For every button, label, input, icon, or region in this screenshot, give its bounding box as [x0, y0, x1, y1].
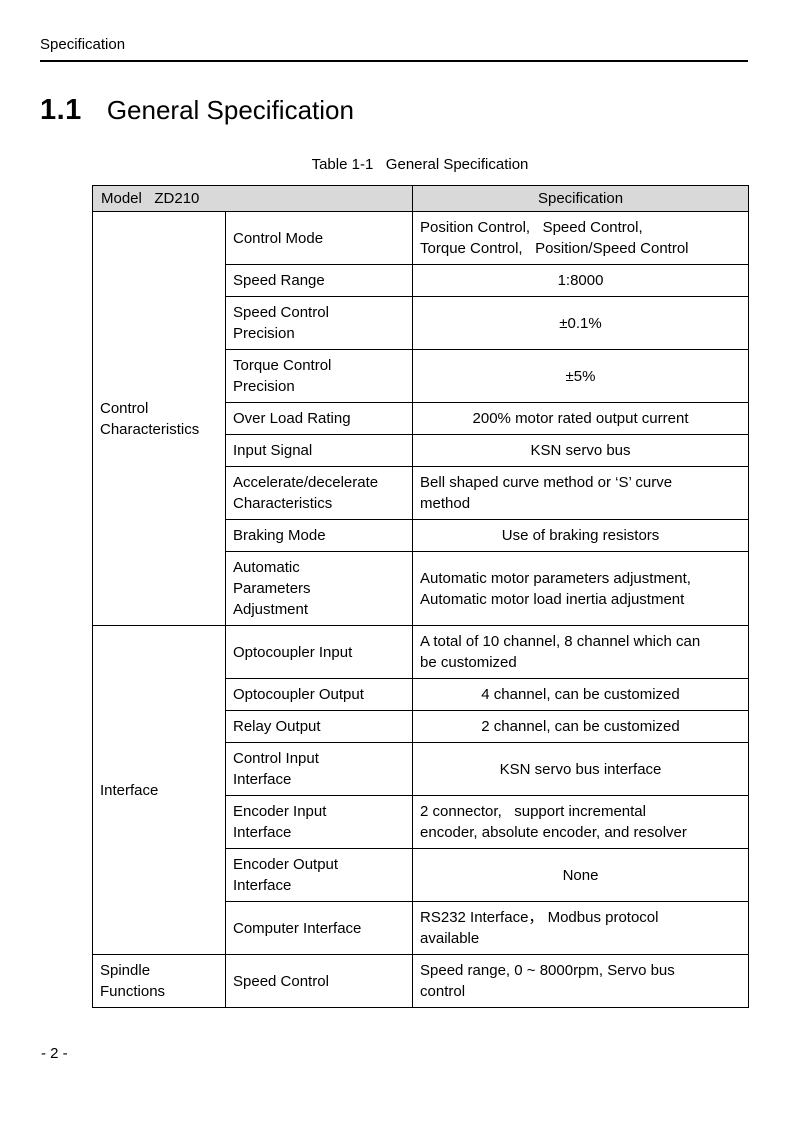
table-row: Optocoupler Output 4 channel, can be cust… [93, 678, 750, 711]
item-cell: Input Signal [224, 434, 414, 467]
value-cell: KSN servo bus interface [412, 742, 750, 796]
value-cell: 2 connector, support incremental encoder… [412, 795, 750, 849]
table-row: Speed Control Precision ±0.1% [93, 296, 750, 350]
table-row: Control Input Interface KSN servo bus int… [93, 742, 750, 796]
item-cell: Computer Interface [224, 901, 414, 955]
group-label-cell: Interface [92, 625, 226, 955]
value-cell: RS232 Interface， Modbus protocol availab… [412, 901, 750, 955]
item-cell: Torque Control Precision [224, 349, 414, 403]
running-header: Specification [40, 36, 748, 62]
item-cell: Braking Mode [224, 519, 414, 552]
item-cell: Encoder Input Interface [224, 795, 414, 849]
item-cell: Speed Control [224, 954, 414, 1008]
table-caption: Table 1-1 General Specification [311, 156, 529, 173]
section-number: 1.1 [40, 94, 82, 126]
item-cell: Control Mode [224, 211, 414, 265]
value-cell: Position Control, Speed Control, Torque … [412, 211, 750, 265]
group-label-cell: Spindle Functions [92, 954, 226, 1008]
table-row: Relay Output 2 channel, can be customized [93, 710, 750, 743]
table-header-model: Model ZD210 [91, 185, 414, 212]
table-header-row: Model ZD210 Specification [91, 185, 750, 212]
value-cell: 4 channel, can be customized [412, 678, 750, 711]
value-cell: Use of braking resistors [412, 519, 750, 552]
value-cell: None [412, 848, 750, 902]
item-cell: Speed Control Precision [224, 296, 414, 350]
item-cell: Relay Output [224, 710, 414, 743]
table-row: Computer Interface RS232 Interface， Modbu… [93, 901, 750, 955]
table-header-specification: Specification [412, 185, 750, 212]
value-cell: Speed range, 0 ~ 8000rpm, Servo bus cont… [412, 954, 750, 1008]
item-cell: Speed Range [224, 264, 414, 297]
value-cell: A total of 10 channel, 8 channel which c… [412, 625, 750, 679]
table-row: Control Characteristics Control Mode Posit… [92, 211, 750, 626]
value-cell: Automatic motor parameters adjustment, A… [412, 551, 750, 626]
section-title: General Specification [106, 95, 354, 125]
item-cell: Optocoupler Input [224, 625, 414, 679]
table-row: Automatic Parameters Adjustment Automatic… [93, 551, 750, 626]
item-cell: Optocoupler Output [224, 678, 414, 711]
table-row: Spindle Functions Speed Control Speed rang… [92, 954, 750, 1008]
table-row: Torque Control Precision ±5% [93, 349, 750, 403]
item-cell: Control Input Interface [224, 742, 414, 796]
item-cell: Encoder Output Interface [224, 848, 414, 902]
value-cell: Bell shaped curve method or ‘S’ curve me… [412, 466, 750, 520]
value-cell: ±5% [412, 349, 750, 403]
table-row: Over Load Rating 200% motor rated output … [93, 402, 750, 435]
value-cell: 1:8000 [412, 264, 750, 297]
value-cell: 2 channel, can be customized [412, 710, 750, 743]
value-cell: 200% motor rated output current [412, 402, 750, 435]
page-number: - 2 - [41, 1045, 68, 1062]
item-cell: Over Load Rating [224, 402, 414, 435]
value-cell: KSN servo bus [412, 434, 750, 467]
section-heading: 1.1 General Specification [40, 94, 354, 127]
table-row: Interface Optocoupler Input A total of 10 … [92, 625, 750, 955]
table-row: Braking Mode Use of braking resistors [93, 519, 750, 552]
value-cell: ±0.1% [412, 296, 750, 350]
item-cell: Accelerate/decelerate Characteristics [224, 466, 414, 520]
spec-table: Model ZD210 Specification Control Charac… [91, 185, 750, 1008]
group-label-cell: Control Characteristics [92, 211, 226, 626]
table-row: Input Signal KSN servo bus [93, 434, 750, 467]
item-cell: Automatic Parameters Adjustment [224, 551, 414, 626]
table-row: Encoder Output Interface None [93, 848, 750, 902]
table-row: Speed Range 1:8000 [93, 264, 750, 297]
